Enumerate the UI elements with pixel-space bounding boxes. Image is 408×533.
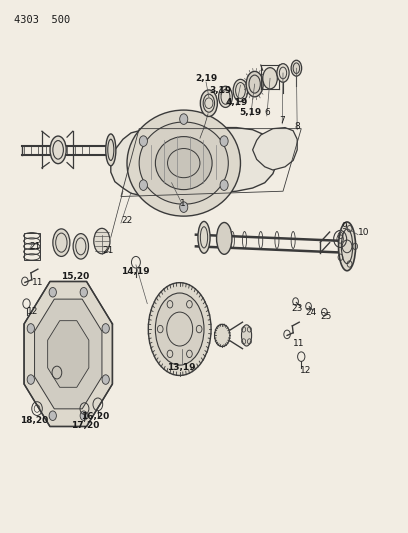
Text: 11: 11 [32,278,43,287]
Ellipse shape [106,134,116,166]
Circle shape [49,287,56,297]
Ellipse shape [139,122,228,204]
Polygon shape [253,127,297,170]
Text: 2,19: 2,19 [195,74,217,83]
Circle shape [180,114,188,124]
Polygon shape [35,299,102,409]
Text: 9: 9 [341,222,347,231]
Ellipse shape [73,233,89,259]
Text: 22: 22 [121,216,132,225]
Text: 6: 6 [264,108,270,117]
Circle shape [80,411,87,421]
Text: 5,19: 5,19 [239,108,262,117]
Text: 21: 21 [29,242,40,251]
Circle shape [220,180,228,190]
Ellipse shape [127,110,240,216]
Polygon shape [111,127,277,198]
Circle shape [180,202,188,213]
Circle shape [80,287,87,297]
Circle shape [27,375,34,384]
Text: 12: 12 [27,307,38,316]
Text: 11: 11 [293,339,305,348]
Text: 14,19: 14,19 [121,268,149,276]
Ellipse shape [155,293,204,365]
Text: 17,20: 17,20 [71,421,100,430]
Ellipse shape [94,228,110,254]
Text: 1: 1 [180,199,186,208]
Text: 24: 24 [306,308,317,317]
Text: 16,20: 16,20 [81,411,109,421]
Text: 18,20: 18,20 [20,416,48,425]
Text: 12: 12 [300,367,312,375]
Text: 4303  500: 4303 500 [13,14,70,25]
Bar [24,233,40,260]
Ellipse shape [198,221,210,253]
Circle shape [139,180,147,190]
Text: 4,19: 4,19 [225,98,248,107]
Ellipse shape [53,229,70,256]
Ellipse shape [242,325,252,346]
Ellipse shape [291,60,302,76]
Polygon shape [48,321,89,387]
Ellipse shape [50,136,66,164]
Ellipse shape [200,90,217,116]
Text: 25: 25 [321,312,332,321]
Circle shape [220,136,228,147]
Circle shape [139,136,147,147]
Text: 13,19: 13,19 [167,363,196,372]
Text: 21: 21 [102,246,113,255]
Circle shape [49,411,56,421]
Text: 23: 23 [291,304,303,313]
Ellipse shape [148,282,211,375]
Ellipse shape [155,136,212,190]
Ellipse shape [215,324,230,346]
Ellipse shape [339,222,355,271]
Ellipse shape [219,86,233,108]
Text: 7: 7 [279,116,285,125]
Ellipse shape [277,63,289,82]
Text: 3,19: 3,19 [209,86,231,95]
Ellipse shape [263,68,277,89]
Polygon shape [24,281,113,426]
Ellipse shape [233,79,248,102]
Circle shape [27,324,34,333]
Circle shape [102,375,109,384]
Ellipse shape [246,71,263,97]
Ellipse shape [217,222,232,254]
Circle shape [102,324,109,333]
Text: 15,20: 15,20 [62,271,90,280]
Text: 8: 8 [294,122,300,131]
Text: 10: 10 [358,228,370,237]
